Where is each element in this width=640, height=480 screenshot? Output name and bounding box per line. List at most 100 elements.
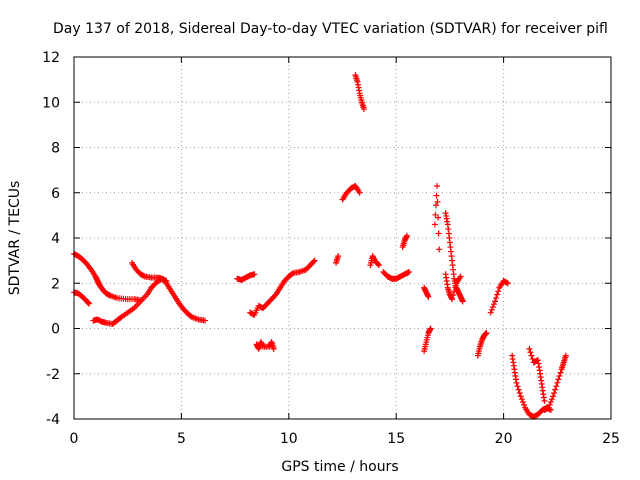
y-tick-label: 2 bbox=[51, 276, 60, 292]
axis-ticks: 0 5 10 15 20 25 -4 -2 0 2 4 6 8 10 12 bbox=[42, 50, 620, 447]
data-point bbox=[425, 293, 432, 300]
data-point bbox=[552, 386, 559, 393]
data-point bbox=[289, 270, 296, 277]
series-arc-19 bbox=[474, 330, 490, 359]
series-arc-11 bbox=[367, 253, 383, 269]
series-arc-14 bbox=[421, 284, 432, 300]
data-point bbox=[551, 389, 558, 396]
data-point bbox=[457, 273, 464, 280]
y-tick-label: -4 bbox=[46, 412, 60, 428]
data-point bbox=[546, 401, 553, 408]
series-arc-23 bbox=[541, 352, 569, 413]
data-point bbox=[517, 393, 524, 400]
data-point bbox=[556, 373, 563, 380]
data-point bbox=[431, 221, 438, 228]
y-axis-title: SDTVAR / TECUs bbox=[7, 181, 23, 296]
x-axis-title: GPS time / hours bbox=[281, 459, 398, 475]
data-point bbox=[562, 352, 569, 359]
series-arc-13 bbox=[399, 232, 410, 251]
data-point bbox=[514, 383, 521, 390]
data-point bbox=[495, 288, 502, 295]
data-point bbox=[434, 182, 441, 189]
data-point bbox=[487, 309, 494, 316]
data-point bbox=[427, 325, 434, 332]
data-point bbox=[335, 253, 342, 260]
data-points bbox=[71, 72, 569, 420]
data-point bbox=[547, 399, 554, 406]
data-point bbox=[374, 261, 381, 268]
y-tick-label: 6 bbox=[51, 186, 60, 202]
data-point bbox=[493, 294, 500, 301]
data-point bbox=[310, 258, 317, 265]
y-tick-label: -2 bbox=[46, 367, 60, 383]
data-point bbox=[488, 306, 495, 313]
data-point bbox=[492, 298, 499, 305]
data-point bbox=[435, 214, 442, 221]
data-point bbox=[406, 268, 413, 275]
data-point bbox=[519, 399, 526, 406]
data-point bbox=[526, 345, 533, 352]
data-point bbox=[555, 376, 562, 383]
data-point bbox=[548, 396, 555, 403]
data-point bbox=[434, 198, 441, 205]
series-arc-5 bbox=[234, 271, 258, 283]
x-tick-label: 25 bbox=[602, 431, 620, 447]
data-point bbox=[554, 379, 561, 386]
data-point bbox=[403, 232, 410, 239]
series-arc-22 bbox=[526, 345, 548, 404]
data-point bbox=[360, 106, 367, 113]
data-point bbox=[518, 396, 525, 403]
data-point bbox=[483, 330, 490, 337]
data-point bbox=[270, 345, 277, 352]
data-point bbox=[489, 304, 496, 311]
x-tick-label: 5 bbox=[177, 431, 186, 447]
data-point bbox=[436, 246, 443, 253]
data-point bbox=[541, 397, 548, 404]
data-point bbox=[86, 300, 93, 307]
y-tick-label: 0 bbox=[51, 322, 60, 338]
grid bbox=[74, 57, 611, 419]
series-arc-12 bbox=[380, 268, 413, 282]
x-tick-label: 10 bbox=[280, 431, 298, 447]
series-arc-6 bbox=[247, 257, 318, 318]
series-arc-9 bbox=[339, 182, 363, 203]
series-arc-20 bbox=[487, 277, 511, 316]
data-point bbox=[452, 284, 459, 291]
data-point bbox=[311, 257, 318, 264]
data-point bbox=[516, 389, 523, 396]
series-arc-16 bbox=[431, 182, 443, 253]
y-tick-label: 4 bbox=[51, 231, 60, 247]
data-point bbox=[451, 288, 458, 295]
data-point bbox=[432, 211, 439, 218]
series-arc-1 bbox=[71, 250, 144, 304]
series-arc-7 bbox=[253, 339, 277, 352]
data-point bbox=[494, 291, 501, 298]
data-point bbox=[490, 301, 497, 308]
y-tick-label: 8 bbox=[51, 141, 60, 157]
data-point bbox=[515, 386, 522, 393]
data-point bbox=[545, 404, 552, 411]
series-arc-15 bbox=[421, 325, 434, 355]
data-point bbox=[435, 230, 442, 237]
y-tick-label: 12 bbox=[42, 50, 60, 66]
chart-title: Day 137 of 2018, Sidereal Day-to-day VTE… bbox=[53, 21, 608, 37]
data-point bbox=[449, 296, 456, 303]
series-arc-3 bbox=[90, 275, 170, 327]
data-point bbox=[521, 401, 528, 408]
x-tick-label: 20 bbox=[495, 431, 513, 447]
data-point bbox=[432, 202, 439, 209]
series-arc-10 bbox=[352, 72, 367, 113]
y-tick-label: 10 bbox=[42, 95, 60, 111]
series-arc-4 bbox=[128, 259, 209, 324]
series-arc-21 bbox=[509, 352, 554, 420]
data-point bbox=[376, 262, 383, 269]
data-point bbox=[459, 298, 466, 305]
data-point bbox=[202, 317, 209, 324]
data-point bbox=[527, 349, 534, 356]
data-point bbox=[550, 393, 557, 400]
data-point bbox=[504, 280, 511, 287]
data-point bbox=[450, 292, 457, 299]
series-arc-18 bbox=[442, 271, 464, 303]
data-point bbox=[356, 189, 363, 196]
